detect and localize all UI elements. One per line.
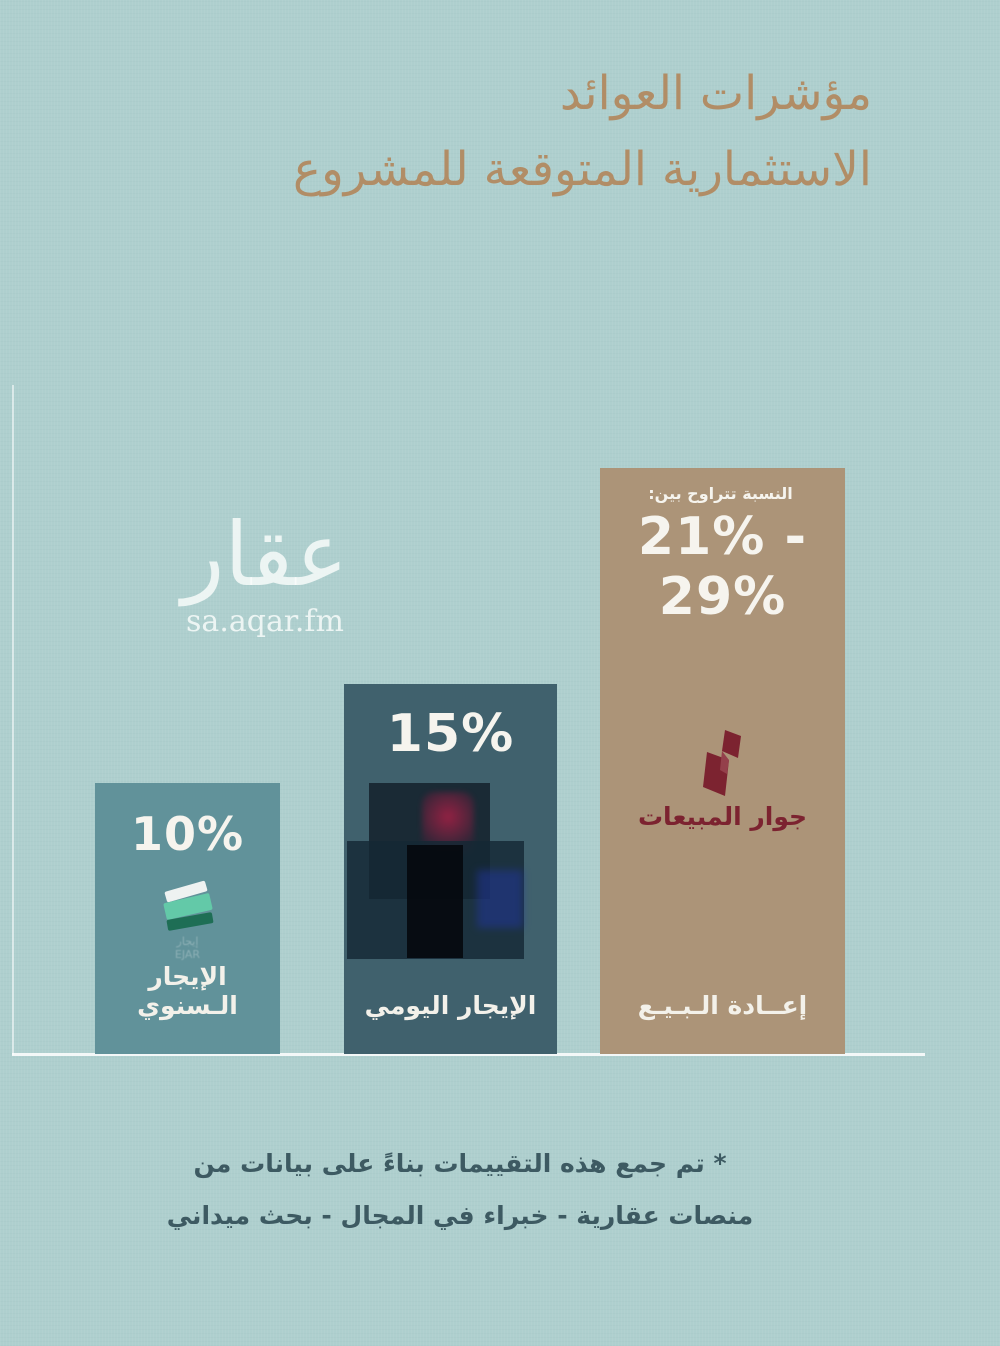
obscured-blue-glow <box>477 870 523 928</box>
ejar-logo-caption: إيجار EJAR <box>95 935 280 961</box>
daily-rent-value: 15% <box>386 704 515 764</box>
aqar-logo-text: عقار <box>181 503 349 606</box>
obscured-rect-2 <box>347 841 524 959</box>
bar-daily-rent: 15% الإيجار اليومي <box>344 684 557 1054</box>
bar-annual-rent: 10% إيجار EJAR الإيجار الـسنوي <box>95 783 280 1054</box>
aqar-url-text: sa.aqar.fm <box>186 604 344 639</box>
ejar-caption-arabic: إيجار <box>176 935 199 948</box>
obscured-rect-3 <box>407 845 463 958</box>
obscured-rect-1 <box>369 783 490 899</box>
bar-resale: النسبة تتراوح بين: 21% - 29% جوار المبيع… <box>600 468 845 1054</box>
footnote-line1: * تم جمع هذه التقييمات بناءً على بيانات … <box>193 1149 727 1178</box>
annual-rent-label: الإيجار الـسنوي <box>137 962 238 1020</box>
jiwar-logo-caption: جوار المبيعات <box>637 802 808 831</box>
resale-label: إعــادة الـبـيـع <box>637 991 808 1020</box>
ejar-caption-latin: EJAR <box>174 948 201 961</box>
resale-range-note: النسبة تتراوح بين: <box>648 484 793 503</box>
aqar-watermark: عقار sa.aqar.fm <box>150 505 380 639</box>
daily-rent-label: الإيجار اليومي <box>364 991 537 1020</box>
obscured-red-glow <box>422 792 474 854</box>
footnote: * تم جمع هذه التقييمات بناءً على بيانات … <box>0 1138 920 1242</box>
x-axis-baseline <box>12 1053 925 1056</box>
y-axis-line <box>12 385 14 1055</box>
jiwar-mark-logo-icon <box>600 730 845 796</box>
page-title-line1: مؤشرات العوائد <box>559 66 872 121</box>
footnote-line2: منصات عقارية - خبراء في المجال - بحث ميد… <box>166 1201 754 1230</box>
resale-value-range: 21% - 29% <box>637 507 808 627</box>
page-title: مؤشرات العوائد الاستثمارية المتوقعة للمش… <box>293 56 872 208</box>
jiwar-mark-shape <box>702 730 741 796</box>
page-title-line2: الاستثمارية المتوقعة للمشروع <box>293 142 872 197</box>
annual-rent-value: 10% <box>130 807 245 861</box>
